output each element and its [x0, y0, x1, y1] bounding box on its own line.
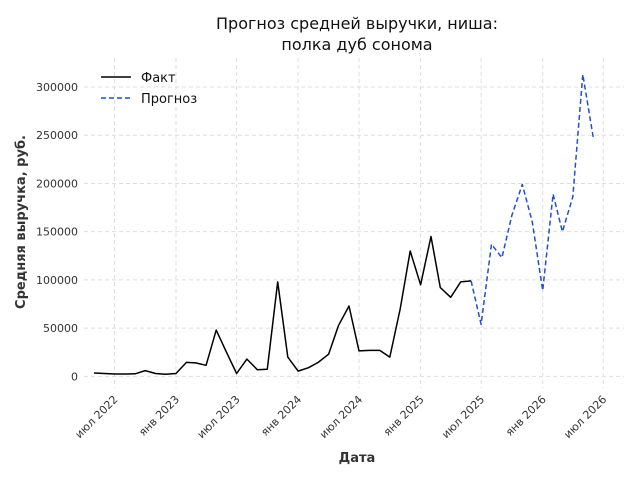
x-tick-label: янв 2026 [503, 393, 549, 439]
x-tick-label: июл 2022 [73, 393, 121, 441]
y-tick-label: 150000 [36, 226, 78, 239]
legend: Факт Прогноз [101, 71, 197, 107]
x-axis-ticks: июл 2022 янв 2023 июл 2023 янв 2024 июл 2024… [73, 393, 610, 441]
x-tick-label: июл 2025 [439, 393, 487, 441]
y-axis-label: Средняя выручка, руб. [14, 135, 29, 309]
x-tick-label: июл 2023 [195, 393, 243, 441]
y-tick-label: 300000 [36, 81, 78, 94]
x-axis-label: Дата [339, 451, 376, 466]
x-tick-label: июл 2026 [561, 393, 609, 441]
x-tick-label: янв 2025 [381, 393, 427, 439]
chart-title-line-1: Прогноз средней выручки, ниша: [216, 14, 498, 33]
y-tick-label: 50000 [43, 322, 78, 335]
legend-label-forecast: Прогноз [141, 92, 197, 107]
y-tick-label: 0 [71, 370, 78, 383]
y-tick-label: 250000 [36, 129, 78, 142]
chart-title-line-2: полка дуб сонома [281, 35, 432, 54]
y-axis-ticks: 0 50000 100000 150000 200000 250000 300000 [36, 81, 78, 383]
series-lines [93, 73, 594, 376]
y-tick-label: 100000 [36, 274, 78, 287]
x-tick-label: июл 2024 [317, 393, 365, 441]
y-tick-label: 200000 [36, 177, 78, 190]
forecast-series-line [470, 73, 594, 326]
legend-label-fact: Факт [141, 71, 176, 86]
x-tick-label: янв 2024 [258, 393, 304, 439]
x-tick-label: янв 2023 [136, 393, 182, 439]
grid-lines [84, 58, 624, 388]
fact-series-line [93, 235, 472, 376]
